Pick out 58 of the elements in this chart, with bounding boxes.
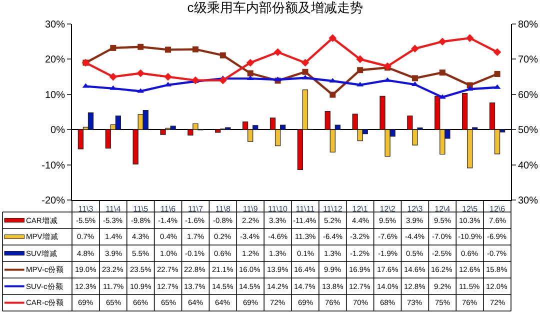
point <box>301 58 310 67</box>
y2-tick-label: 40% <box>518 160 538 172</box>
point <box>328 34 337 42</box>
y-tick-label: 0% <box>50 125 66 136</box>
y-tick-label: 10% <box>44 90 66 101</box>
point <box>356 55 364 64</box>
point <box>330 92 336 98</box>
x-tick-label: 11\4 <box>106 204 122 214</box>
point <box>164 72 172 81</box>
point <box>219 76 227 84</box>
y-tick-label: 30% <box>44 20 66 30</box>
point <box>220 52 226 58</box>
point <box>412 82 418 86</box>
point <box>384 77 391 82</box>
y-tick-label: -10% <box>42 160 66 172</box>
y-tick-label: 20% <box>44 54 66 66</box>
bar <box>160 129 166 135</box>
x-tick-label: 12\5 <box>462 204 478 214</box>
point <box>302 68 308 75</box>
x-tick-label: 12\3 <box>407 204 424 214</box>
point <box>109 72 118 81</box>
x-tick-label: 12\6 <box>489 204 506 214</box>
point <box>192 46 198 52</box>
point <box>274 48 282 56</box>
point <box>136 69 144 78</box>
point <box>439 70 446 76</box>
point <box>438 38 446 46</box>
x-tick-label: 11\12 <box>322 204 343 214</box>
point <box>138 44 144 50</box>
x-tick-label: 11\7 <box>188 204 204 214</box>
point <box>411 44 419 53</box>
point <box>247 70 254 76</box>
x-tick-label: 11\8 <box>215 204 231 214</box>
x-tick-label: 11\6 <box>160 204 176 214</box>
point <box>412 75 418 82</box>
x-tick-label: 11\11 <box>296 204 316 214</box>
x-tick-label: 12\2 <box>380 204 396 214</box>
point <box>494 70 500 77</box>
point <box>165 46 172 53</box>
point <box>110 44 116 51</box>
y2-tick-label: 70% <box>518 54 538 66</box>
x-tick-label: 12\1 <box>352 204 368 214</box>
y2-tick-label: 30% <box>518 196 538 206</box>
point <box>246 58 254 67</box>
chart-title: c级乘用车内部份额及增减走势 <box>187 0 363 16</box>
x-tick-label: 11\3 <box>78 204 94 214</box>
point <box>384 62 392 70</box>
point <box>357 67 364 74</box>
y2-tick-label: 60% <box>518 90 538 101</box>
point <box>466 34 474 42</box>
y-tick-label: -20% <box>42 196 66 206</box>
y2-tick-label: 50% <box>518 125 538 136</box>
x-tick-label: 11\10 <box>268 204 288 214</box>
x-tick-label: 11\9 <box>242 204 258 214</box>
x-tick-label: 11\5 <box>133 204 149 214</box>
y2-tick-label: 80% <box>518 20 538 30</box>
x-tick-label: 12\4 <box>434 204 451 214</box>
point <box>493 48 502 56</box>
